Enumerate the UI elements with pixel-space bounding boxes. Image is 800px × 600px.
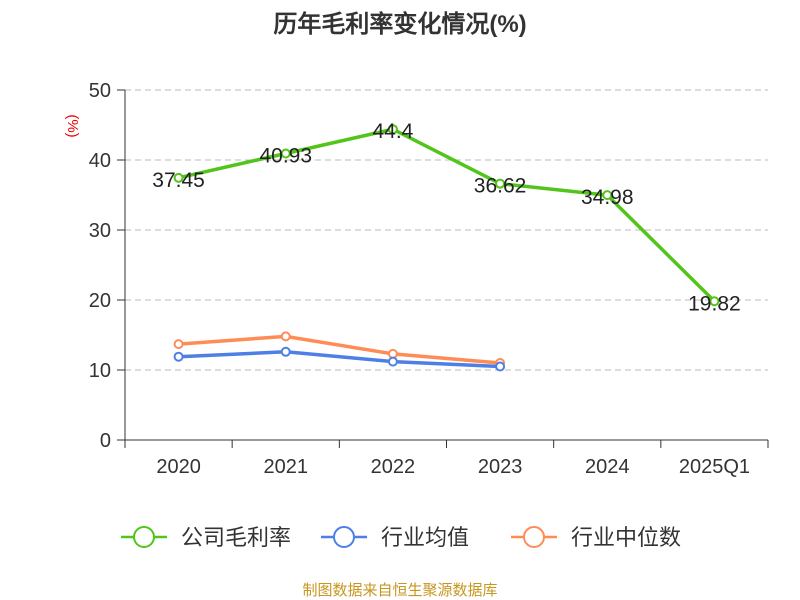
data-label: 19.82 bbox=[688, 292, 741, 315]
legend-label: 行业均值 bbox=[381, 525, 469, 550]
legend-marker bbox=[133, 526, 155, 548]
data-point bbox=[280, 331, 291, 342]
x-tick-label: 2025Q1 bbox=[679, 456, 750, 478]
data-point bbox=[709, 296, 720, 307]
x-tick-label: 2022 bbox=[371, 456, 416, 478]
data-point bbox=[495, 361, 506, 372]
x-tick-label: 2020 bbox=[156, 456, 201, 478]
y-tick-label: 20 bbox=[89, 290, 111, 312]
data-label: 44.4 bbox=[372, 120, 413, 143]
legend-label: 公司毛利率 bbox=[181, 525, 291, 550]
data-point bbox=[387, 124, 398, 135]
chart-title: 历年毛利率变化情况(%) bbox=[273, 10, 526, 38]
data-label: 36.62 bbox=[474, 175, 527, 198]
legend-marker bbox=[333, 526, 355, 548]
source-note: 制图数据来自恒生聚源数据库 bbox=[302, 582, 497, 599]
series-line-公司毛利率 bbox=[178, 127, 716, 303]
legend-label: 行业中位数 bbox=[571, 525, 681, 550]
data-point bbox=[387, 356, 398, 367]
data-point bbox=[173, 351, 184, 362]
data-point bbox=[495, 178, 506, 189]
data-point bbox=[280, 346, 291, 357]
y-tick-label: 10 bbox=[89, 360, 111, 382]
x-tick-label: 2021 bbox=[264, 456, 309, 478]
data-point bbox=[280, 148, 291, 159]
legend-marker bbox=[523, 526, 545, 548]
y-tick-label: 50 bbox=[89, 80, 111, 102]
y-tick-label: 30 bbox=[89, 220, 111, 242]
x-tick-label: 2024 bbox=[585, 456, 630, 478]
data-label: 37.45 bbox=[152, 169, 205, 192]
data-label: 40.93 bbox=[259, 144, 312, 167]
data-point bbox=[173, 339, 184, 350]
data-label: 34.98 bbox=[581, 186, 634, 209]
series-line-行业中位数 bbox=[178, 334, 501, 365]
series-line-行业均值 bbox=[178, 350, 501, 369]
data-point bbox=[173, 172, 184, 183]
y-tick-label: 40 bbox=[89, 150, 111, 172]
x-tick-label: 2023 bbox=[478, 456, 523, 478]
data-point bbox=[602, 190, 613, 201]
y-axis-label: (%) bbox=[64, 114, 81, 137]
y-tick-label: 0 bbox=[100, 430, 111, 452]
